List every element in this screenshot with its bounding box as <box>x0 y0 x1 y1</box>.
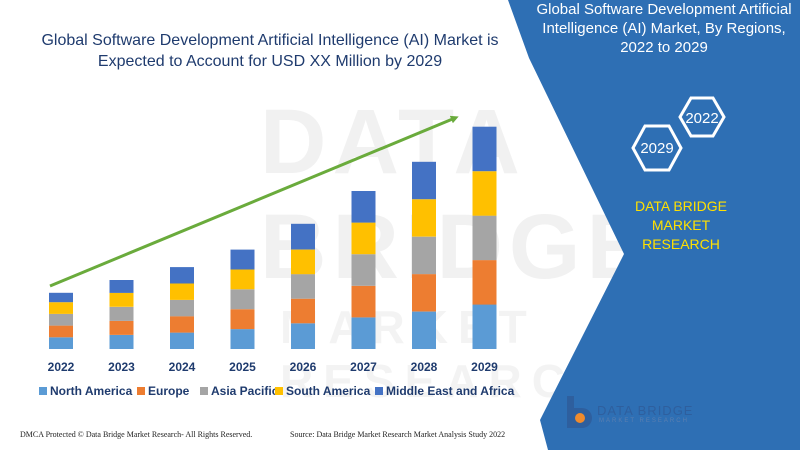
bar-2022-asia-pacific <box>49 313 73 326</box>
bar-2025-middle-east-and-africa <box>230 249 255 270</box>
bar-2023-middle-east-and-africa <box>109 280 134 293</box>
legend-item-asia-pacific: Asia Pacific <box>200 384 279 398</box>
bar-2024-south-america <box>170 283 194 300</box>
bar-2023-europe <box>109 320 134 335</box>
bar-2023-south-america <box>109 292 134 307</box>
bar-2022-south-america <box>49 302 73 314</box>
x-tick-label: 2028 <box>411 360 438 374</box>
bar-2022-europe <box>49 325 73 338</box>
hexagon-label-2029: 2029 <box>640 140 673 157</box>
side-panel-brand-line-1: DATA BRIDGE MARKET <box>634 198 728 233</box>
x-tick-label: 2023 <box>108 360 135 374</box>
legend: North America Europe Asia Pacific South Ame… <box>39 384 515 398</box>
bar-2029-south-america <box>472 171 497 216</box>
footer-source: Source: Data Bridge Market Research Mark… <box>290 430 506 439</box>
bar-2024-middle-east-and-africa <box>170 267 194 284</box>
bar-2026-middle-east-and-africa <box>291 223 315 250</box>
bar-2029-asia-pacific <box>472 215 497 261</box>
bar-2027-asia-pacific <box>351 254 376 286</box>
legend-swatch <box>375 387 383 395</box>
legend-label: Asia Pacific <box>211 384 279 398</box>
side-panel-title-line-3: 2022 to 2029 <box>620 39 708 56</box>
legend-swatch <box>200 387 208 395</box>
bar-2028-middle-east-and-africa <box>412 161 436 200</box>
legend-label: Middle East and Africa <box>386 384 515 398</box>
bar-2027-middle-east-and-africa <box>351 191 376 223</box>
bar-2022-middle-east-and-africa <box>49 292 73 303</box>
x-tick-label: 2025 <box>229 360 256 374</box>
bar-2024-north-america <box>170 332 194 349</box>
footer-copyright: DMCA Protected © Data Bridge Market Rese… <box>20 430 253 439</box>
bar-2026-north-america <box>291 323 315 349</box>
x-tick-label: 2022 <box>48 360 75 374</box>
hexagon-2022: 2022 <box>678 96 726 138</box>
legend-item-north-america: North America <box>39 384 133 398</box>
bar-2027-south-america <box>351 222 376 255</box>
legend-swatch <box>39 387 47 395</box>
bar-2025-south-america <box>230 269 255 290</box>
legend-swatch <box>137 387 145 395</box>
x-tick-label: 2024 <box>169 360 196 374</box>
bar-2027-europe <box>351 285 376 318</box>
bar-2029-middle-east-and-africa <box>472 126 497 172</box>
side-panel-title: Global Software Development Artificial I… <box>533 0 795 57</box>
legend-label: North America <box>50 384 133 398</box>
bar-2026-asia-pacific <box>291 274 315 299</box>
bar-2025-asia-pacific <box>230 289 255 310</box>
x-axis-ticks: 2022 2023 2024 2025 2026 2027 2028 2029 <box>48 360 499 374</box>
bar-2024-asia-pacific <box>170 299 194 317</box>
bar-2025-europe <box>230 309 255 330</box>
bar-2023-asia-pacific <box>109 306 134 321</box>
logo-mark-icon <box>567 396 592 428</box>
side-panel-background <box>508 0 800 450</box>
bar-2028-north-america <box>412 311 436 349</box>
legend-item-europe: Europe <box>137 384 190 398</box>
trend-arrow <box>49 115 459 288</box>
logo-name: DATA BRIDGE <box>597 403 694 418</box>
legend-swatch <box>275 387 283 395</box>
chart-title: Global Software Development Artificial I… <box>20 30 520 72</box>
bar-2026-europe <box>291 298 315 324</box>
legend-label: South America <box>286 384 371 398</box>
x-tick-label: 2027 <box>350 360 377 374</box>
logo-tagline: MARKET RESEARCH <box>599 418 689 424</box>
bar-2028-asia-pacific <box>412 236 436 275</box>
x-tick-label: 2029 <box>471 360 498 374</box>
bar-2028-europe <box>412 274 436 312</box>
bar-stacks <box>49 126 497 349</box>
bar-2026-south-america <box>291 249 315 275</box>
chart-title-line-2: Expected to Account for USD XX Million b… <box>97 53 443 70</box>
x-tick-label: 2026 <box>290 360 317 374</box>
bar-2023-north-america <box>109 335 134 349</box>
side-panel-title-line-2: Intelligence (AI) Market, By Regions, <box>542 20 786 37</box>
hexagon-2029: 2029 <box>631 124 683 172</box>
legend-item-middle-east-and-africa: Middle East and Africa <box>375 384 515 398</box>
bar-2027-north-america <box>351 317 376 349</box>
bar-2029-north-america <box>472 304 497 349</box>
bar-2022-north-america <box>49 337 73 349</box>
bar-2029-europe <box>472 260 497 305</box>
side-panel-title-line-1: Global Software Development Artificial <box>536 1 792 18</box>
bar-2025-north-america <box>230 329 255 349</box>
legend-label: Europe <box>148 384 190 398</box>
side-panel-brand-line-2: RESEARCH <box>642 236 720 252</box>
chart-title-line-1: Global Software Development Artificial I… <box>41 32 499 49</box>
bar-2024-europe <box>170 316 194 333</box>
bar-2028-south-america <box>412 199 436 237</box>
legend-item-south-america: South America <box>275 384 371 398</box>
side-panel-brand: DATA BRIDGE MARKET RESEARCH <box>606 197 756 254</box>
hexagon-label-2022: 2022 <box>685 110 718 127</box>
